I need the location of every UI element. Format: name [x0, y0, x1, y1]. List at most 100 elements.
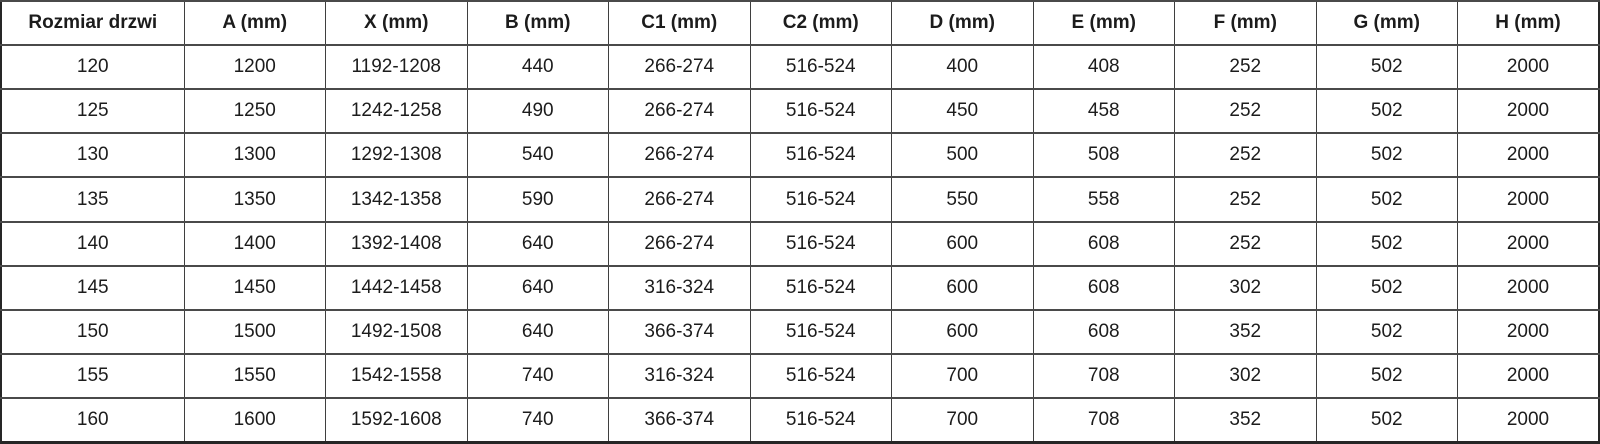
table-cell: 145 — [0, 264, 185, 311]
table-cell: 540 — [466, 132, 609, 179]
column-header-f-mm: F (mm) — [1174, 0, 1317, 46]
table-cell: 608 — [1032, 308, 1175, 356]
table-cell: 160 — [0, 397, 185, 444]
table-cell: 708 — [1032, 353, 1175, 400]
table-cell: 1392-1408 — [325, 220, 468, 267]
table-cell: 2000 — [1457, 88, 1600, 135]
table-cell: 2000 — [1457, 43, 1600, 91]
table-cell: 252 — [1174, 176, 1317, 223]
table-cell: 2000 — [1457, 176, 1600, 223]
table-cell: 600 — [891, 308, 1034, 356]
table-cell: 502 — [1315, 353, 1458, 400]
table-cell: 120 — [0, 43, 185, 91]
table-cell: 490 — [466, 88, 609, 135]
table-row: 140 1400 1392-1408 640 266-274 516-524 600 608 2… — [0, 220, 1600, 267]
table-cell: 2000 — [1457, 220, 1600, 267]
table-cell: 316-324 — [608, 264, 751, 311]
table-cell: 700 — [891, 397, 1034, 444]
column-header-b-mm: B (mm) — [466, 0, 609, 46]
table-cell: 125 — [0, 88, 185, 135]
table-row: 130 1300 1292-1308 540 266-274 516-524 500 508 2… — [0, 132, 1600, 179]
table-cell: 150 — [0, 308, 185, 356]
table-cell: 2000 — [1457, 353, 1600, 400]
table-cell: 266-274 — [608, 43, 751, 91]
table-row: 135 1350 1342-1358 590 266-274 516-524 550 558 2… — [0, 176, 1600, 223]
table-cell: 608 — [1032, 264, 1175, 311]
table-cell: 2000 — [1457, 308, 1600, 356]
table-cell: 400 — [891, 43, 1034, 91]
column-header-h-mm: H (mm) — [1457, 0, 1600, 46]
table-cell: 1592-1608 — [325, 397, 468, 444]
table-cell: 302 — [1174, 264, 1317, 311]
table-cell: 516-524 — [749, 132, 892, 179]
table-cell: 252 — [1174, 43, 1317, 91]
table-cell: 516-524 — [749, 308, 892, 356]
table-cell: 316-324 — [608, 353, 751, 400]
table-cell: 508 — [1032, 132, 1175, 179]
column-header-c2-mm: C2 (mm) — [749, 0, 892, 46]
table-cell: 352 — [1174, 308, 1317, 356]
table-cell: 1292-1308 — [325, 132, 468, 179]
table-cell: 366-374 — [608, 397, 751, 444]
table-cell: 155 — [0, 353, 185, 400]
table-row: 125 1250 1242-1258 490 266-274 516-524 450 458 2… — [0, 88, 1600, 135]
table-cell: 590 — [466, 176, 609, 223]
table-cell: 640 — [466, 220, 609, 267]
table-cell: 516-524 — [749, 88, 892, 135]
column-header-rozmiar-drzwi: Rozmiar drzwi — [0, 0, 185, 46]
table-cell: 502 — [1315, 308, 1458, 356]
column-header-d-mm: D (mm) — [891, 0, 1034, 46]
table-cell: 1350 — [183, 176, 326, 223]
table-cell: 408 — [1032, 43, 1175, 91]
table-cell: 516-524 — [749, 176, 892, 223]
table-cell: 502 — [1315, 88, 1458, 135]
table-cell: 600 — [891, 264, 1034, 311]
table-cell: 2000 — [1457, 132, 1600, 179]
table-cell: 1500 — [183, 308, 326, 356]
table-cell: 1400 — [183, 220, 326, 267]
table-cell: 516-524 — [749, 353, 892, 400]
table-cell: 1450 — [183, 264, 326, 311]
table-cell: 1192-1208 — [325, 43, 468, 91]
table-cell: 135 — [0, 176, 185, 223]
table-cell: 266-274 — [608, 132, 751, 179]
table-cell: 550 — [891, 176, 1034, 223]
table-cell: 640 — [466, 264, 609, 311]
table-cell: 130 — [0, 132, 185, 179]
table-cell: 458 — [1032, 88, 1175, 135]
table-row: 155 1550 1542-1558 740 316-324 516-524 700 708 3… — [0, 353, 1600, 400]
table-cell: 740 — [466, 397, 609, 444]
column-header-c1-mm: C1 (mm) — [608, 0, 751, 46]
table-cell: 450 — [891, 88, 1034, 135]
table-cell: 252 — [1174, 132, 1317, 179]
table-cell: 516-524 — [749, 397, 892, 444]
table-cell: 1600 — [183, 397, 326, 444]
table-cell: 1542-1558 — [325, 353, 468, 400]
column-header-x-mm: X (mm) — [325, 0, 468, 46]
table-cell: 1242-1258 — [325, 88, 468, 135]
table-cell: 1250 — [183, 88, 326, 135]
table-cell: 608 — [1032, 220, 1175, 267]
table-cell: 1492-1508 — [325, 308, 468, 356]
table-cell: 266-274 — [608, 88, 751, 135]
table-row: 160 1600 1592-1608 740 366-374 516-524 700 708 3… — [0, 397, 1600, 444]
table-cell: 516-524 — [749, 220, 892, 267]
table-cell: 558 — [1032, 176, 1175, 223]
table-cell: 140 — [0, 220, 185, 267]
table-row: 120 1200 1192-1208 440 266-274 516-524 400 408 2… — [0, 43, 1600, 91]
table-cell: 2000 — [1457, 264, 1600, 311]
table-cell: 352 — [1174, 397, 1317, 444]
table-cell: 600 — [891, 220, 1034, 267]
table-cell: 252 — [1174, 88, 1317, 135]
table-cell: 500 — [891, 132, 1034, 179]
table-cell: 708 — [1032, 397, 1175, 444]
table-cell: 1442-1458 — [325, 264, 468, 311]
table-cell: 700 — [891, 353, 1034, 400]
table-cell: 440 — [466, 43, 609, 91]
column-header-a-mm: A (mm) — [183, 0, 326, 46]
table-cell: 252 — [1174, 220, 1317, 267]
table-cell: 502 — [1315, 220, 1458, 267]
table-cell: 516-524 — [749, 43, 892, 91]
